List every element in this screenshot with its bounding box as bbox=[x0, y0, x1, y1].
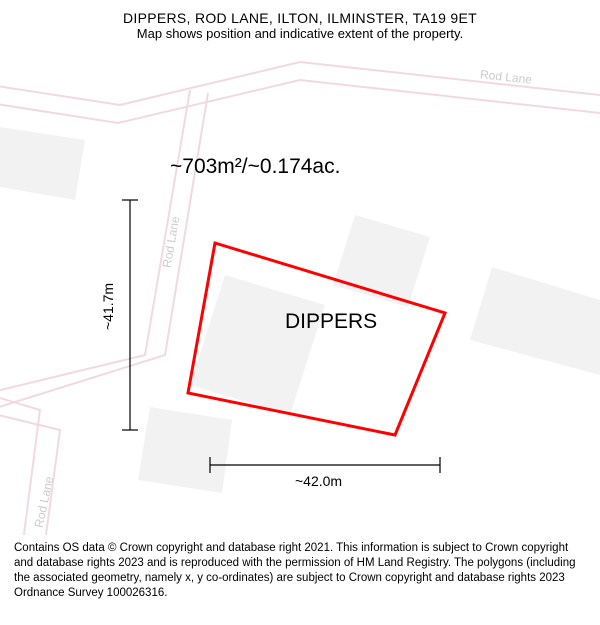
header: DIPPERS, ROD LANE, ILTON, ILMINSTER, TA1… bbox=[0, 0, 600, 45]
map-area: ~703m²/~0.174ac. DIPPERS Rod Lane Rod La… bbox=[0, 45, 600, 535]
footer-copyright: Contains OS data © Crown copyright and d… bbox=[0, 535, 600, 611]
page-subtitle: Map shows position and indicative extent… bbox=[20, 26, 580, 41]
area-label: ~703m²/~0.174ac. bbox=[170, 155, 340, 179]
map-svg bbox=[0, 45, 600, 535]
page-title: DIPPERS, ROD LANE, ILTON, ILMINSTER, TA1… bbox=[20, 10, 580, 26]
height-dimension-label: ~41.7m bbox=[100, 283, 116, 330]
property-name-label: DIPPERS bbox=[285, 310, 377, 334]
width-dimension-label: ~42.0m bbox=[295, 473, 342, 489]
